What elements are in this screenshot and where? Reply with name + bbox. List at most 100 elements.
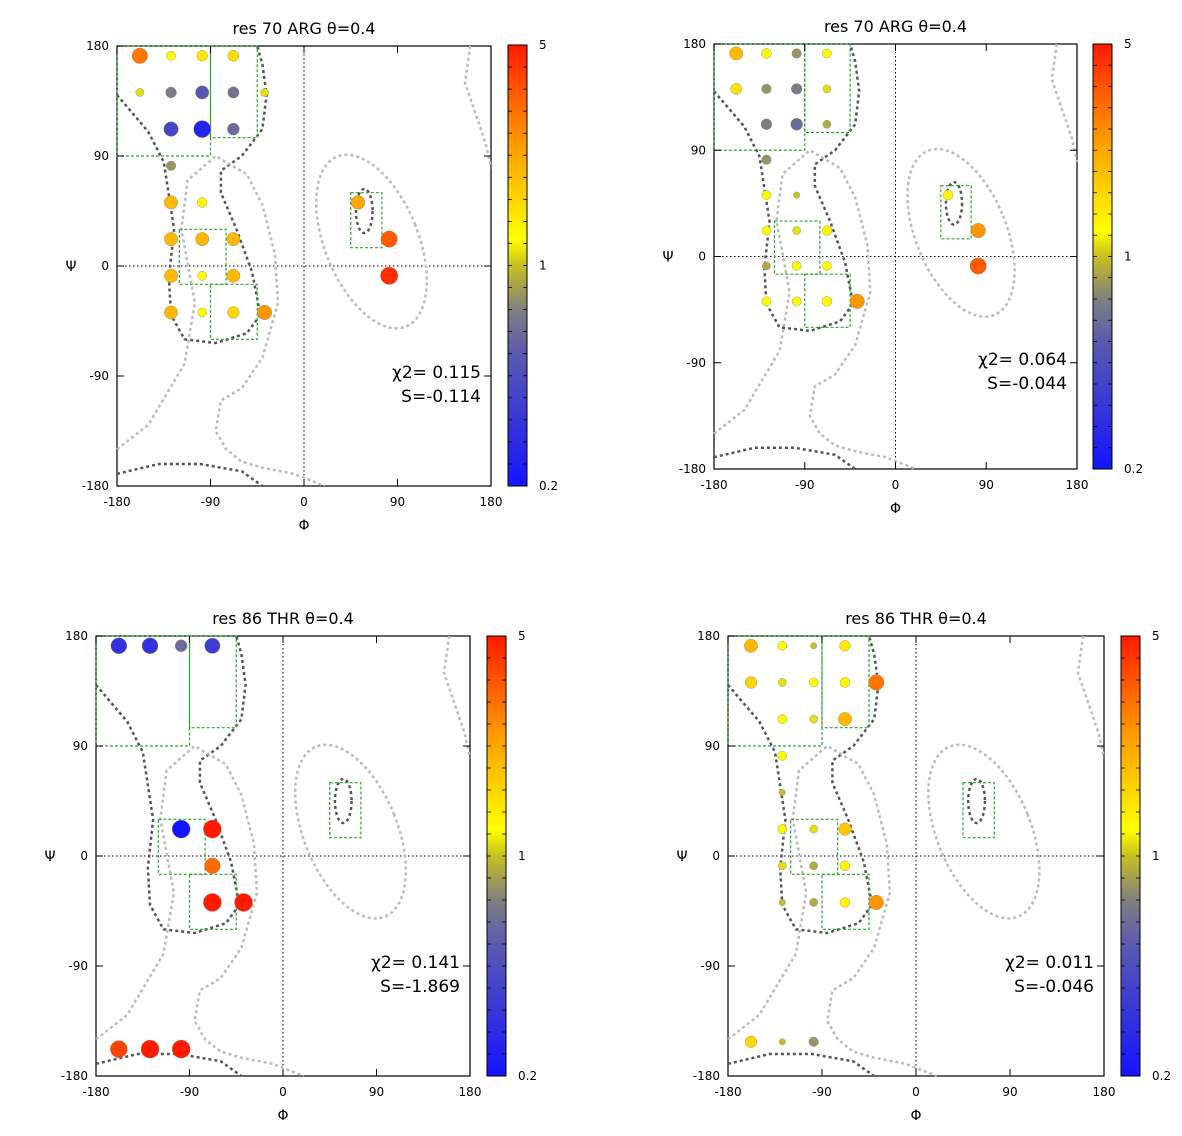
region-box — [962, 782, 995, 839]
x-tick-label: -90 — [201, 495, 221, 509]
data-point — [196, 50, 208, 62]
contour-left-handed — [293, 743, 408, 920]
colorbar-label: 1 — [1152, 849, 1160, 863]
data-point — [761, 154, 772, 165]
data-point — [809, 824, 818, 834]
data-point — [110, 1040, 128, 1058]
y-tick-label: -180 — [693, 1069, 720, 1083]
contour-core — [116, 45, 268, 345]
data-point — [822, 48, 832, 59]
region-box — [188, 635, 237, 729]
y-axis-label: Ψ — [44, 849, 55, 865]
stat-annotation: S=-0.044 — [987, 374, 1067, 394]
x-tick-label: 180 — [1066, 478, 1089, 492]
data-point — [868, 674, 885, 691]
data-point — [226, 232, 241, 247]
data-point — [838, 822, 852, 836]
data-point — [777, 824, 788, 834]
stat-annotation: χ2= 0.011 — [1005, 953, 1094, 973]
y-axis-label: Ψ — [65, 259, 76, 275]
x-axis-label: Φ — [890, 501, 901, 517]
data-point — [793, 191, 801, 199]
data-point — [760, 118, 773, 130]
data-point — [790, 118, 803, 131]
x-tick-label: 90 — [390, 495, 405, 509]
colorbar-label: 1 — [539, 259, 547, 273]
region-box — [209, 45, 258, 139]
colorbar-label: 5 — [539, 38, 547, 52]
x-tick-label: -90 — [795, 478, 815, 492]
data-point — [838, 712, 852, 727]
y-tick-label: 180 — [65, 629, 88, 643]
data-point — [969, 257, 987, 275]
x-axis-label: Φ — [277, 1108, 288, 1124]
data-point — [839, 677, 851, 688]
x-tick-label: -180 — [700, 478, 727, 492]
data-point — [171, 1039, 191, 1059]
data-point — [195, 85, 210, 100]
data-point — [257, 304, 273, 320]
region-box — [821, 873, 870, 930]
data-point — [203, 893, 222, 912]
y-tick-label: -90 — [89, 369, 109, 383]
region-box — [940, 185, 972, 240]
colorbar-label: 1 — [518, 849, 526, 863]
x-tick-label: -90 — [812, 1085, 832, 1099]
stat-annotation: χ2= 0.141 — [371, 953, 460, 973]
colorbar-label: 5 — [1124, 37, 1132, 51]
data-point — [809, 898, 818, 907]
x-tick-label: 0 — [912, 1085, 920, 1099]
region-box — [95, 635, 191, 747]
contour-left-handed-core — [333, 777, 353, 825]
data-point — [791, 261, 802, 271]
data-point — [761, 225, 772, 236]
y-tick-label: 0 — [80, 849, 88, 863]
data-point — [197, 307, 207, 318]
region-box — [209, 283, 258, 340]
region-box — [116, 45, 212, 157]
data-point — [165, 86, 177, 99]
y-axis-label: Ψ — [676, 849, 687, 865]
data-point — [839, 640, 851, 652]
region-box — [157, 818, 206, 875]
region-box — [790, 818, 839, 875]
contour-left-handed-core — [966, 777, 987, 825]
data-point — [777, 714, 788, 724]
x-tick-label: -180 — [103, 495, 130, 509]
x-tick-label: -180 — [714, 1085, 741, 1099]
x-axis-label: Φ — [910, 1108, 921, 1124]
contour-allowed — [116, 154, 326, 488]
region-box — [713, 43, 806, 151]
data-point — [762, 261, 771, 271]
data-point — [839, 897, 851, 908]
region-box — [727, 635, 823, 747]
panel-4: res 86 THR θ=0.4 -180 -90 0 90 180 -180 -90 0 90 1… — [676, 609, 1171, 1124]
data-point — [791, 83, 803, 95]
data-point — [227, 86, 240, 99]
contour-left-handed — [927, 743, 1041, 920]
stat-annotation: χ2= 0.115 — [392, 363, 481, 383]
contour-core — [95, 635, 247, 935]
contour-left-handed — [906, 147, 1016, 318]
data-point — [808, 677, 819, 688]
y-tick-label: 0 — [698, 250, 706, 264]
data-point — [970, 223, 986, 239]
x-tick-label: 0 — [300, 495, 308, 509]
y-tick-label: 0 — [101, 259, 109, 273]
data-point — [822, 119, 832, 129]
region-box — [773, 220, 821, 275]
data-point — [791, 48, 802, 59]
y-tick-label: 180 — [683, 37, 706, 51]
data-point — [744, 676, 758, 689]
data-point — [809, 861, 818, 871]
data-point — [135, 88, 145, 97]
data-point — [131, 47, 148, 64]
contour-left-handed-core — [354, 187, 374, 235]
data-point — [174, 639, 188, 652]
colorbar-label: 1 — [1124, 250, 1132, 264]
contour-allowed — [727, 744, 938, 1078]
data-point — [197, 270, 207, 281]
chart-title: res 70 ARG θ=0.4 — [824, 17, 967, 36]
data-point — [868, 894, 884, 910]
data-point — [166, 160, 177, 171]
